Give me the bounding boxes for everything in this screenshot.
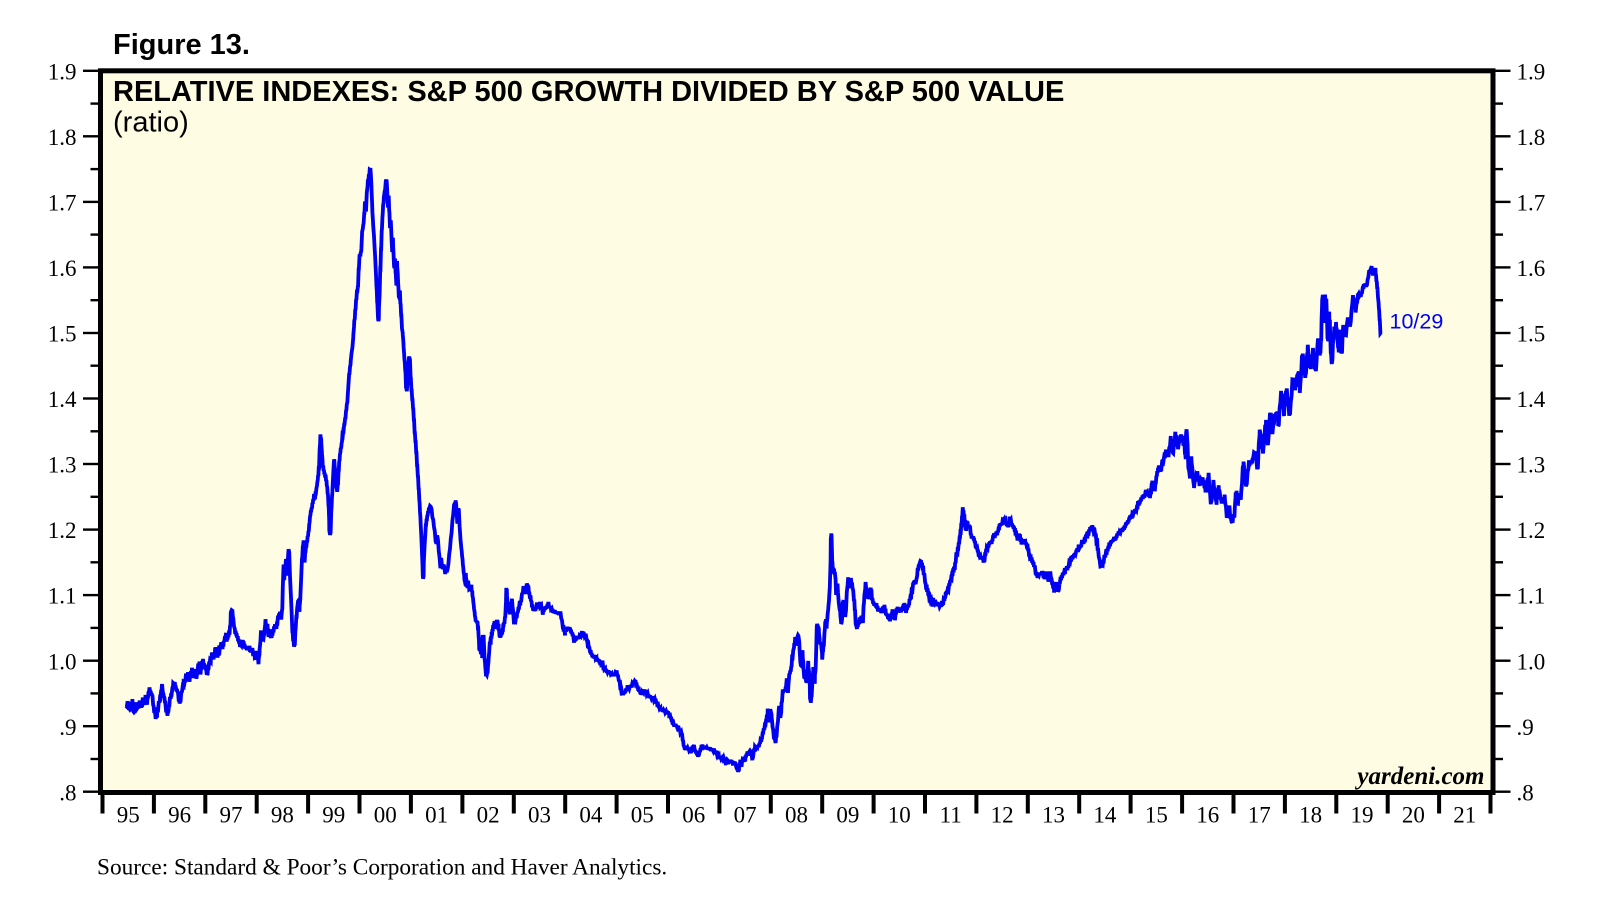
svg-text:1.5: 1.5	[1517, 322, 1546, 347]
svg-text:19: 19	[1351, 803, 1374, 828]
svg-text:1.8: 1.8	[48, 125, 77, 150]
svg-text:13: 13	[1042, 803, 1065, 828]
svg-text:1.3: 1.3	[1517, 453, 1546, 478]
svg-text:1.3: 1.3	[48, 453, 77, 478]
svg-text:12: 12	[991, 803, 1014, 828]
svg-text:08: 08	[785, 803, 808, 828]
svg-text:.8: .8	[1517, 780, 1534, 805]
svg-text:1.4: 1.4	[1517, 387, 1546, 412]
svg-text:09: 09	[836, 803, 859, 828]
svg-text:02: 02	[477, 803, 500, 828]
svg-text:1.1: 1.1	[48, 584, 77, 609]
svg-text:1.2: 1.2	[48, 518, 77, 543]
svg-text:1.2: 1.2	[1517, 518, 1546, 543]
svg-text:06: 06	[682, 803, 705, 828]
svg-text:1.4: 1.4	[48, 387, 77, 412]
svg-text:1.7: 1.7	[48, 191, 77, 216]
svg-text:10/29: 10/29	[1390, 310, 1444, 334]
svg-text:.8: .8	[59, 780, 76, 805]
svg-text:yardeni.com: yardeni.com	[1354, 763, 1484, 790]
svg-text:01: 01	[425, 803, 448, 828]
svg-text:18: 18	[1299, 803, 1322, 828]
svg-text:1.0: 1.0	[1517, 649, 1546, 674]
svg-text:15: 15	[1145, 803, 1168, 828]
svg-text:1.5: 1.5	[48, 322, 77, 347]
svg-text:1.9: 1.9	[1517, 59, 1546, 84]
svg-text:RELATIVE INDEXES: S&P 500 GROW: RELATIVE INDEXES: S&P 500 GROWTH DIVIDED…	[113, 76, 1064, 108]
svg-text:05: 05	[631, 803, 654, 828]
svg-text:1.1: 1.1	[1517, 584, 1546, 609]
svg-text:Source: Standard & Poor’s Corp: Source: Standard & Poor’s Corporation an…	[97, 855, 667, 881]
svg-text:98: 98	[271, 803, 294, 828]
svg-text:16: 16	[1196, 803, 1219, 828]
svg-text:Figure 13.: Figure 13.	[113, 29, 250, 61]
svg-text:(ratio): (ratio)	[113, 107, 189, 139]
svg-text:00: 00	[374, 803, 397, 828]
svg-text:1.0: 1.0	[48, 649, 77, 674]
svg-text:11: 11	[940, 803, 962, 828]
svg-text:20: 20	[1402, 803, 1425, 828]
svg-text:1.9: 1.9	[48, 59, 77, 84]
svg-text:1.7: 1.7	[1517, 191, 1546, 216]
svg-text:1.6: 1.6	[1517, 256, 1546, 281]
svg-text:97: 97	[220, 803, 243, 828]
svg-text:.9: .9	[1517, 715, 1534, 740]
svg-text:07: 07	[734, 803, 757, 828]
svg-text:04: 04	[579, 803, 603, 828]
svg-text:1.8: 1.8	[1517, 125, 1546, 150]
svg-text:95: 95	[117, 803, 140, 828]
svg-text:14: 14	[1093, 803, 1117, 828]
svg-text:.9: .9	[59, 715, 76, 740]
svg-text:99: 99	[322, 803, 345, 828]
svg-text:17: 17	[1248, 803, 1271, 828]
svg-text:10: 10	[888, 803, 911, 828]
svg-text:21: 21	[1453, 803, 1476, 828]
svg-text:1.6: 1.6	[48, 256, 77, 281]
svg-text:03: 03	[528, 803, 551, 828]
svg-text:96: 96	[168, 803, 191, 828]
